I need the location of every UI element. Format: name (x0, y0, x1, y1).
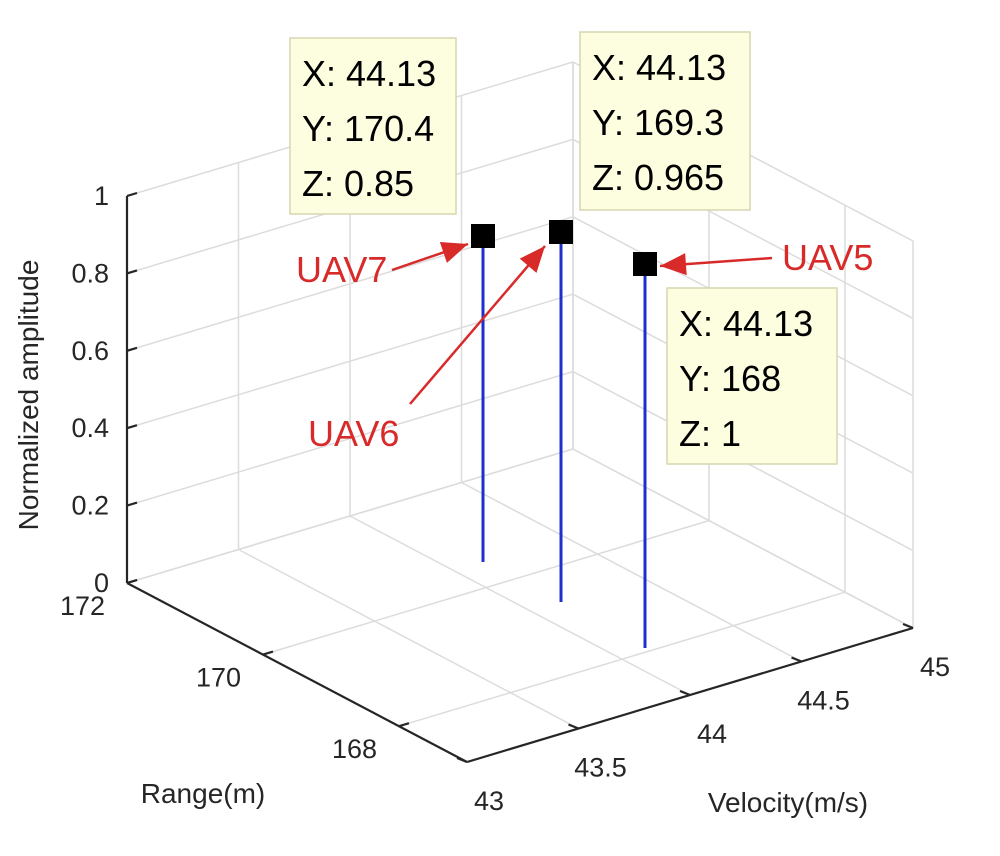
range-tick-label: 172 (60, 591, 105, 621)
annotation-arrow-head (660, 253, 687, 276)
annotation-arrow-line (409, 245, 546, 405)
z-axis-label: Normalized amplitude (13, 260, 44, 531)
datatip-line: Y: 168 (679, 358, 781, 399)
datatip-line: Y: 170.4 (302, 108, 434, 149)
velocity-tick-label: 44.5 (797, 686, 850, 716)
datatip-line: X: 44.13 (302, 53, 436, 94)
velocity-tick-mark (568, 723, 579, 730)
annotation-uav7: UAV7 (296, 242, 469, 290)
datatip-uav5: X: 44.13 Y: 168 Z: 1 (666, 287, 838, 465)
annotation-uav6: UAV6 (308, 245, 546, 454)
annotation-arrow-head (439, 242, 468, 263)
datatip-uav7: X: 44.13 Y: 170.4 Z: 0.85 (289, 37, 457, 215)
marker-uav6[interactable] (549, 220, 573, 244)
z-tick-mark (126, 191, 138, 198)
annotations: UAV7 UAV6 UAV5 (296, 237, 873, 454)
range-tick-label: 168 (332, 734, 377, 764)
y-axis-label: Range(m) (141, 778, 265, 809)
floor-grid-line (461, 481, 802, 663)
back-wall-grid-line (126, 293, 574, 429)
velocity-tick-label: 43.5 (574, 753, 627, 783)
datatip-line: X: 44.13 (679, 303, 813, 344)
z-tick-label: 1 (94, 181, 109, 211)
annotation-label: UAV6 (308, 413, 399, 454)
velocity-tick-mark (902, 622, 914, 630)
velocity-tick-mark (791, 656, 802, 663)
tick-labels: 0 0.2 0.4 0.6 0.8 1 168 170 172 43 43.5 44 44.5 45 (60, 181, 950, 816)
annotation-label: UAV5 (782, 237, 873, 278)
datatips: X: 44.13 Y: 170.4 Z: 0.85 X: 44.13 Y: 169.3 Z… (289, 31, 838, 465)
back-wall-grid-line (126, 448, 574, 584)
velocity-tick-mark (456, 756, 468, 764)
back-wall-grid-line (126, 216, 574, 352)
datatip-line: Z: 0.85 (302, 163, 414, 204)
range-tick-mark (398, 722, 410, 728)
datatip-line: Z: 1 (679, 413, 741, 454)
range-tick-mark (126, 578, 138, 585)
annotation-arrow-head (519, 246, 545, 273)
floor-grid-line (262, 519, 710, 656)
datatip-line: X: 44.13 (592, 47, 726, 88)
marker-uav5[interactable] (633, 252, 657, 276)
z-tick-mark (126, 346, 138, 352)
range-tick-mark (262, 650, 274, 656)
axes (125, 196, 914, 764)
annotation-uav5: UAV5 (659, 237, 873, 278)
datatip-line: Y: 169.3 (592, 102, 724, 143)
floor-grid-line (398, 591, 846, 727)
velocity-tick-label: 45 (920, 652, 950, 682)
z-tick-mark (126, 269, 138, 275)
velocity-tick-label: 44 (697, 719, 727, 749)
z-tick-label: 0.8 (71, 258, 109, 288)
datatip-uav6: X: 44.13 Y: 169.3 Z: 0.965 (579, 31, 751, 211)
floor-grid-line (238, 548, 579, 730)
z-tick-label: 0 (94, 568, 109, 598)
annotation-label: UAV7 (296, 249, 387, 290)
datatip-box (666, 287, 838, 465)
back-wall-grid-line (126, 370, 574, 507)
datatip-box (289, 37, 457, 215)
x-axis-label: Velocity(m/s) (708, 787, 868, 818)
z-tick-label: 0.4 (71, 413, 109, 443)
datatip-box (579, 31, 751, 211)
right-wall-grid-line (572, 448, 914, 629)
range-tick-label: 170 (196, 663, 241, 693)
z-tick-mark (126, 424, 138, 430)
velocity-tick-label: 43 (474, 786, 504, 816)
z-tick-label: 0.6 (71, 336, 109, 366)
floor-grid-line (349, 515, 691, 696)
data-series (471, 220, 657, 648)
velocity-tick-mark (679, 689, 691, 697)
z-tick-mark (126, 501, 138, 507)
range-axis-line (126, 582, 468, 763)
marker-uav7[interactable] (471, 224, 495, 248)
z-tick-label: 0.2 (71, 491, 109, 521)
datatip-line: Z: 0.965 (592, 157, 724, 198)
